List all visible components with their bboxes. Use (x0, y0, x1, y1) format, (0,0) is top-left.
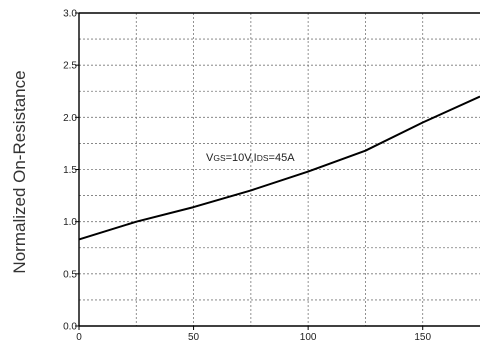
y-tick-label: 0.0 (63, 322, 77, 333)
series-line (78, 95, 480, 241)
annotation-subscript: GS (213, 153, 226, 163)
condition-annotation: VGS=10V,IDS=45A (206, 152, 295, 164)
series-group (78, 95, 480, 241)
gridlines (79, 13, 480, 326)
annotation-text: =45A (269, 152, 296, 164)
y-tick-label: 0.5 (63, 269, 77, 280)
annotation-subscript: DS (257, 153, 269, 163)
x-tick-labels: 0 50 100 150 (76, 326, 431, 343)
y-tick-label: 3.0 (63, 9, 77, 20)
x-tick-label: 0 (76, 332, 82, 343)
annotation-text: =10V,I (226, 152, 257, 164)
x-tick-label: 100 (300, 332, 317, 343)
y-tick-label: 1.0 (63, 217, 77, 228)
annotation-text: V (206, 152, 214, 164)
y-tick-label: 2.0 (63, 113, 77, 124)
y-tick-label: 2.5 (63, 61, 77, 72)
y-tick-labels: 0.0 0.5 1.0 1.5 2.0 2.5 3.0 (63, 9, 79, 333)
x-tick-label: 50 (188, 332, 200, 343)
x-tick-label: 150 (414, 332, 431, 343)
y-axis-label: Normalized On-Resistance (10, 70, 29, 273)
y-tick-label: 1.5 (63, 165, 77, 176)
